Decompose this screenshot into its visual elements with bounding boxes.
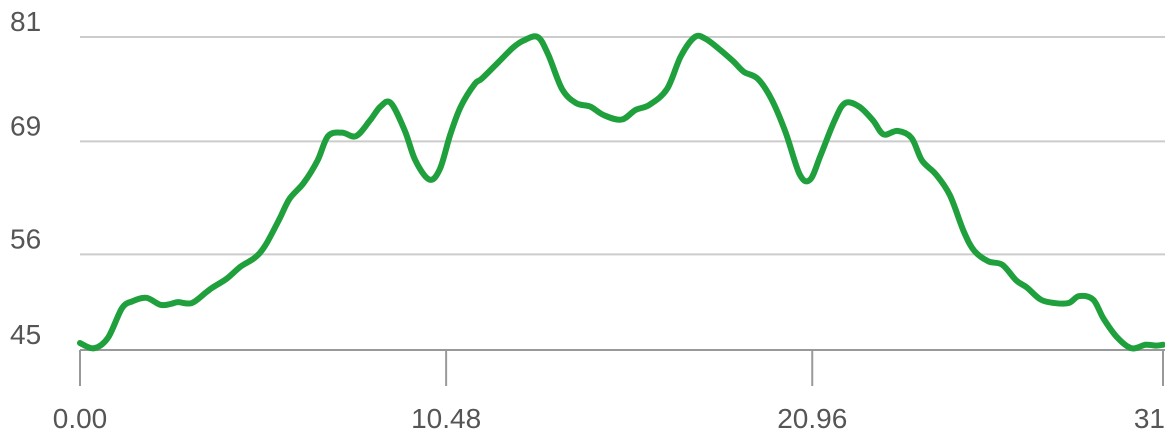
x-tick-label: 10.48 — [411, 403, 481, 434]
x-tick-label: 0.00 — [53, 403, 108, 434]
x-tick-label: 20.96 — [777, 403, 847, 434]
x-axis — [79, 349, 1165, 386]
x-tick-label: 31 — [1134, 403, 1165, 434]
y-axis-labels: 45 56 69 81 — [10, 6, 41, 350]
y-tick-label: 45 — [10, 319, 41, 350]
series-line-0 — [77, 32, 1165, 352]
y-tick-label: 69 — [10, 110, 41, 141]
series-layer — [77, 32, 1165, 352]
grid-lines — [80, 36, 1165, 256]
y-tick-label: 81 — [10, 6, 41, 37]
y-tick-label: 56 — [10, 223, 41, 254]
x-axis-labels: 0.00 10.48 20.96 31 — [53, 403, 1165, 434]
